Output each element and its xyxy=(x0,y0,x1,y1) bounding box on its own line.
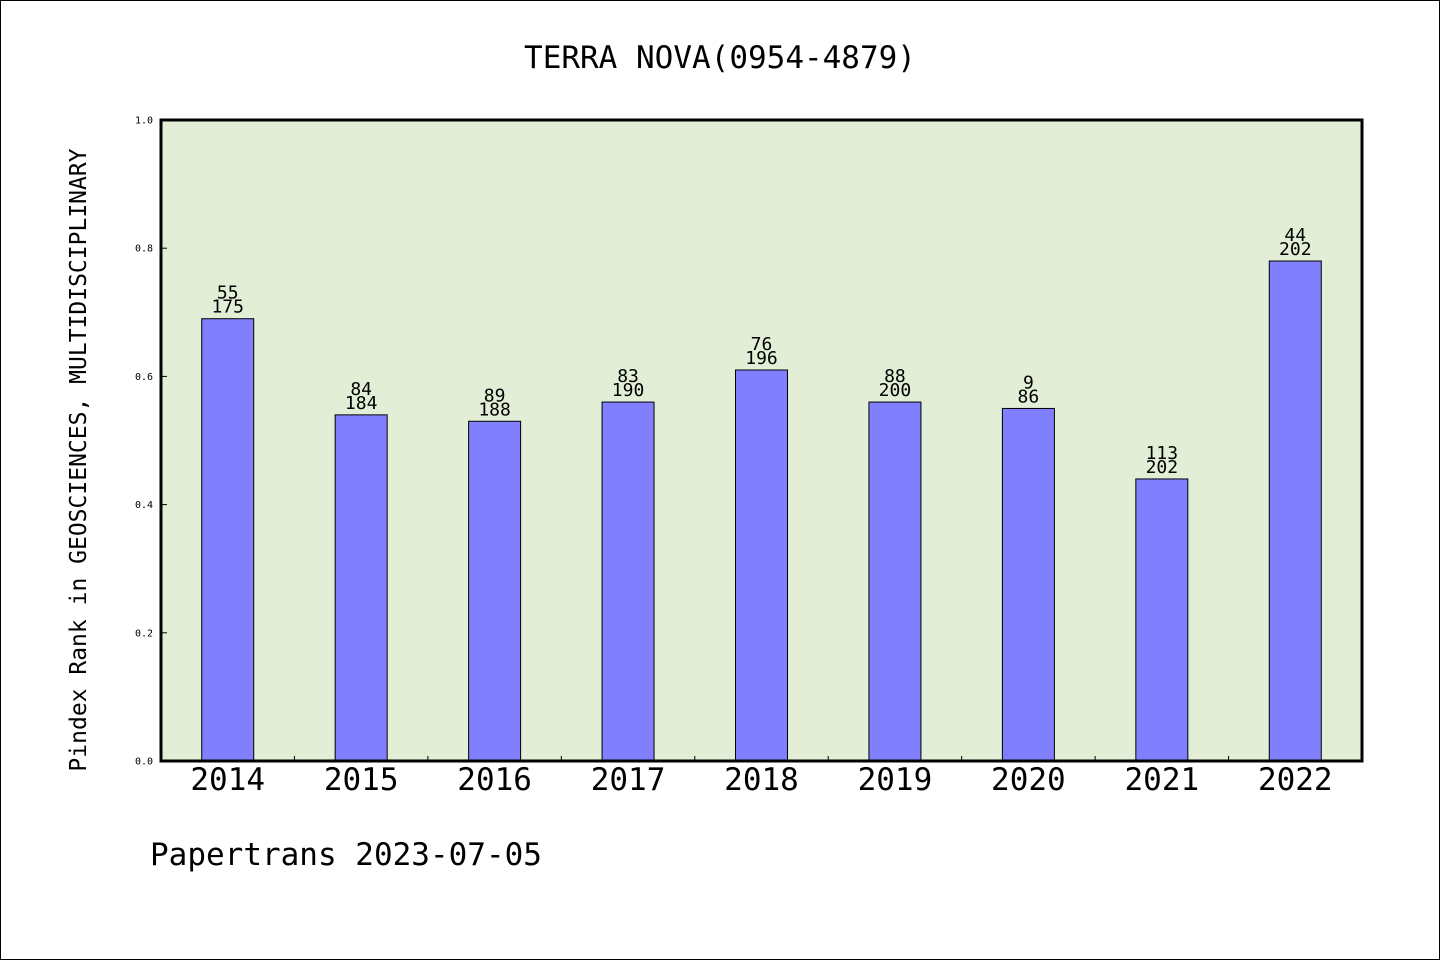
bar-rank-label: 83 xyxy=(617,366,639,387)
bar-total-label: 202 xyxy=(1146,457,1179,478)
bar-rank-label: 76 xyxy=(751,334,773,355)
plot-border xyxy=(159,118,1364,763)
x-tick-label: 2015 xyxy=(324,762,399,798)
y-tick-label: 0.0 xyxy=(135,757,153,768)
bar-rank-label: 9 xyxy=(1023,372,1034,393)
y-axis-label: Pindex Rank in GEOSCIENCES, MULTIDISCIPL… xyxy=(66,148,92,771)
y-tick-label: 1.0 xyxy=(135,116,153,127)
x-tick-label: 2017 xyxy=(591,762,666,798)
y-tick-label: 0.6 xyxy=(135,372,153,383)
bar-2015 xyxy=(334,414,388,762)
x-tick-label: 2020 xyxy=(991,762,1066,798)
bars-group xyxy=(201,260,1322,762)
x-axis: 2014 2015 2016 2017 2018 2019 2020 2021 2022 xyxy=(190,756,1333,798)
y-tick-label: 0.2 xyxy=(135,628,153,639)
x-tick-label: 2018 xyxy=(724,762,799,798)
bar-total-label: 175 xyxy=(211,297,244,318)
footer-text: Papertrans 2023-07-05 xyxy=(150,837,542,873)
bar-total-label: 196 xyxy=(745,348,778,369)
bar-2016 xyxy=(468,420,522,762)
y-tick-label: 0.8 xyxy=(135,244,153,255)
bar-rank-label: 113 xyxy=(1146,443,1179,464)
bar-2019 xyxy=(868,401,922,762)
x-tick-label: 2019 xyxy=(858,762,933,798)
bar-total-label: 86 xyxy=(1018,386,1040,407)
bar-rank-label: 44 xyxy=(1284,225,1306,246)
bar-2018 xyxy=(735,369,788,762)
bar-2022 xyxy=(1268,260,1322,762)
bar-2014 xyxy=(201,318,255,762)
x-tick-label: 2022 xyxy=(1258,762,1333,798)
chart-title: TERRA NOVA(0954-4879) xyxy=(524,40,916,76)
bar-total-label: 200 xyxy=(879,380,912,401)
bar-rank-label: 89 xyxy=(484,385,506,406)
bar-2021 xyxy=(1135,478,1189,762)
bar-rank-label: 88 xyxy=(884,366,906,387)
y-tick-label: 0.4 xyxy=(135,500,153,511)
x-tick-label: 2021 xyxy=(1125,762,1200,798)
x-tick-label: 2014 xyxy=(190,762,265,798)
bar-rank-label: 84 xyxy=(350,379,372,400)
bar-2020 xyxy=(1001,407,1055,762)
bar-total-label: 202 xyxy=(1279,239,1312,260)
bar-total-label: 184 xyxy=(345,393,378,414)
x-tick-label: 2016 xyxy=(457,762,532,798)
bar-total-label: 188 xyxy=(478,399,511,420)
bar-total-label: 190 xyxy=(612,380,645,401)
bar-rank-label: 55 xyxy=(217,283,239,304)
bar-2017 xyxy=(601,401,655,762)
